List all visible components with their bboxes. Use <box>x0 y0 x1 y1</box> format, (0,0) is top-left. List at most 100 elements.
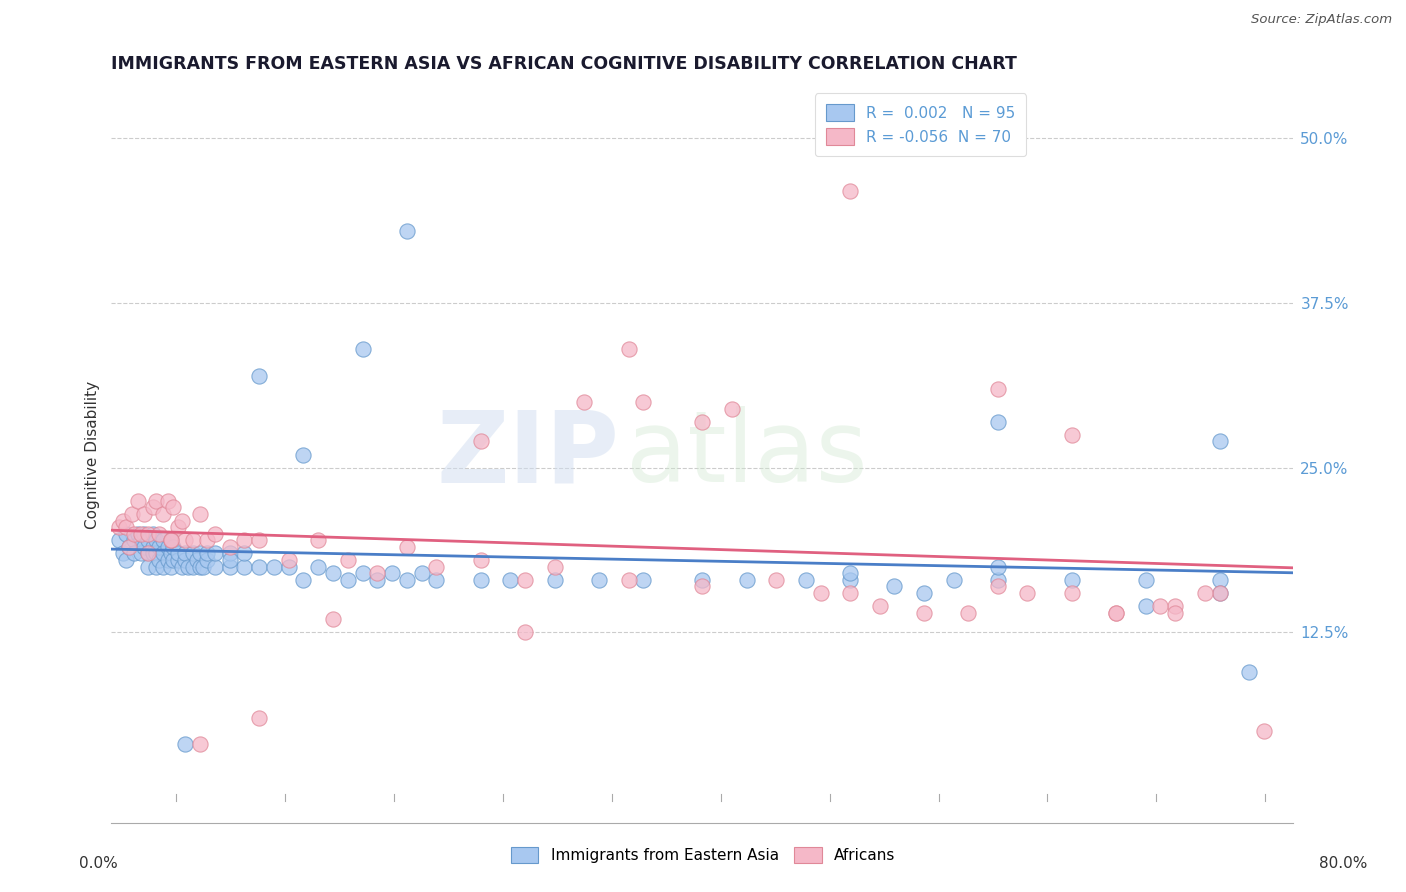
Point <box>588 573 610 587</box>
Point <box>839 184 862 198</box>
Point <box>138 526 160 541</box>
Point <box>167 546 190 560</box>
Point <box>156 553 179 567</box>
Point <box>204 546 226 560</box>
Point <box>145 533 167 548</box>
Text: 0.0%: 0.0% <box>79 856 118 871</box>
Point <box>336 573 359 587</box>
Legend: R =  0.002   N = 95, R = -0.056  N = 70: R = 0.002 N = 95, R = -0.056 N = 70 <box>815 94 1026 156</box>
Point <box>122 526 145 541</box>
Y-axis label: Cognitive Disability: Cognitive Disability <box>86 381 100 529</box>
Point <box>322 566 344 581</box>
Point <box>159 533 181 548</box>
Point <box>247 559 270 574</box>
Point <box>352 343 374 357</box>
Point <box>188 546 211 560</box>
Point <box>1060 573 1083 587</box>
Point <box>574 395 596 409</box>
Point <box>115 520 138 534</box>
Point <box>425 559 447 574</box>
Point <box>107 533 129 548</box>
Point <box>912 606 935 620</box>
Point <box>177 559 200 574</box>
Point <box>127 526 149 541</box>
Point <box>692 579 714 593</box>
Point <box>152 546 174 560</box>
Point <box>138 533 160 548</box>
Point <box>307 533 329 548</box>
Point <box>122 533 145 548</box>
Point <box>883 579 905 593</box>
Point <box>197 553 219 567</box>
Point <box>352 566 374 581</box>
Point <box>115 553 138 567</box>
Point <box>1017 586 1039 600</box>
Point <box>174 553 197 567</box>
Point <box>513 573 536 587</box>
Point <box>381 566 404 581</box>
Point <box>1253 724 1275 739</box>
Point <box>263 559 285 574</box>
Point <box>692 573 714 587</box>
Point <box>735 573 758 587</box>
Point <box>142 500 165 515</box>
Point <box>152 533 174 548</box>
Point <box>218 553 240 567</box>
Point <box>942 573 965 587</box>
Point <box>1208 434 1230 449</box>
Point <box>617 573 640 587</box>
Point <box>167 553 190 567</box>
Point <box>633 395 655 409</box>
Point <box>112 546 135 560</box>
Text: 80.0%: 80.0% <box>1319 856 1367 871</box>
Point <box>1164 606 1187 620</box>
Point <box>470 553 492 567</box>
Point <box>247 368 270 383</box>
Point <box>470 573 492 587</box>
Point <box>1105 606 1128 620</box>
Point <box>987 573 1010 587</box>
Point <box>174 546 197 560</box>
Point <box>145 546 167 560</box>
Point <box>366 573 388 587</box>
Point <box>121 507 143 521</box>
Point <box>197 533 219 548</box>
Point <box>142 546 165 560</box>
Point <box>987 559 1010 574</box>
Point <box>152 507 174 521</box>
Point <box>307 559 329 574</box>
Point <box>513 625 536 640</box>
Point <box>1149 599 1171 614</box>
Point <box>1135 599 1157 614</box>
Point <box>987 415 1010 429</box>
Point <box>156 493 179 508</box>
Point <box>233 533 256 548</box>
Point <box>366 566 388 581</box>
Point <box>336 553 359 567</box>
Point <box>395 573 418 587</box>
Point <box>112 514 135 528</box>
Point <box>794 573 817 587</box>
Point <box>148 553 170 567</box>
Point <box>186 553 208 567</box>
Point <box>1060 586 1083 600</box>
Point <box>543 573 565 587</box>
Text: atlas: atlas <box>626 406 868 503</box>
Point <box>1208 573 1230 587</box>
Point <box>204 526 226 541</box>
Point <box>425 573 447 587</box>
Point <box>292 448 315 462</box>
Point <box>174 533 197 548</box>
Legend: Immigrants from Eastern Asia, Africans: Immigrants from Eastern Asia, Africans <box>503 839 903 871</box>
Point <box>138 546 160 560</box>
Point <box>181 546 204 560</box>
Point <box>233 546 256 560</box>
Point <box>129 526 152 541</box>
Point <box>129 546 152 560</box>
Point <box>118 540 141 554</box>
Point <box>395 224 418 238</box>
Point <box>129 533 152 548</box>
Point <box>142 540 165 554</box>
Point <box>247 533 270 548</box>
Point <box>839 566 862 581</box>
